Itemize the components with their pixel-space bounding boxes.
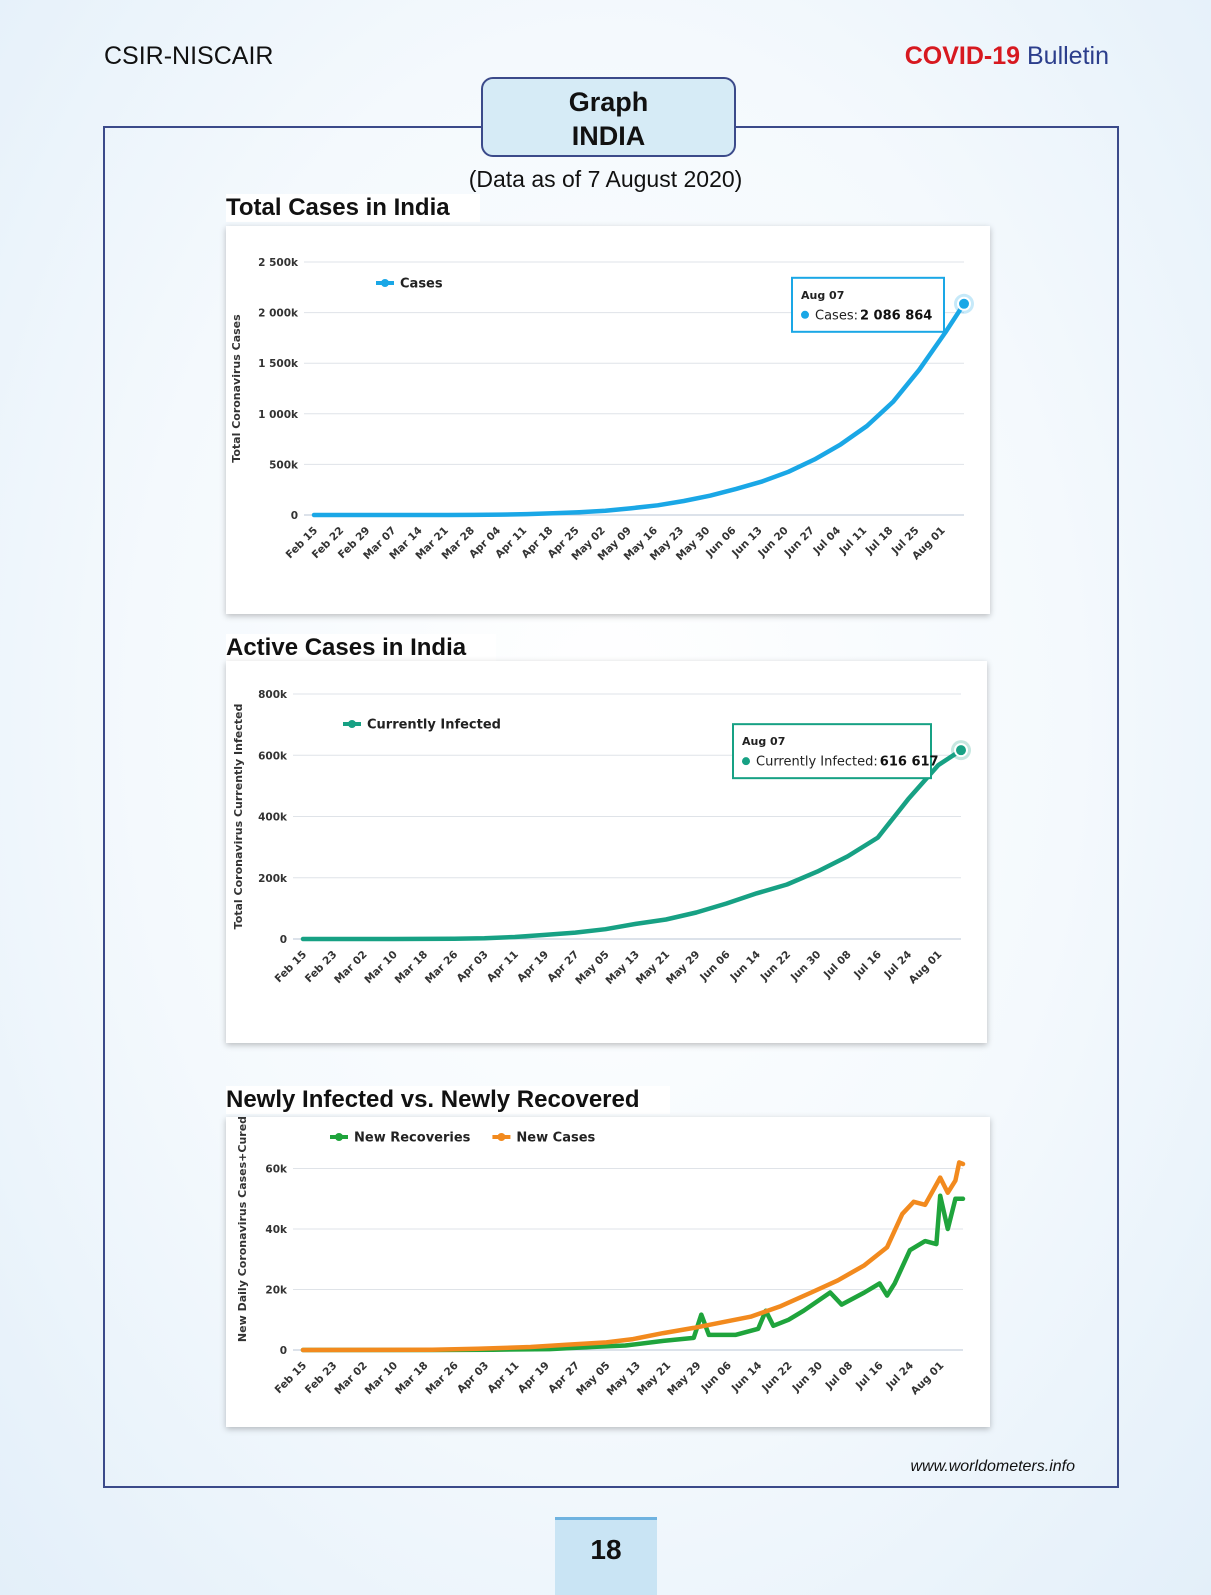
active-cases-chart-svg: 0 200k 400k 600k 800k Total Coronavirus Curre… xyxy=(232,689,971,987)
x-tick-label: Jun 14 xyxy=(729,1360,764,1395)
bulletin-word: Bulletin xyxy=(1027,42,1109,70)
legend-label: New Recoveries xyxy=(354,1131,471,1146)
x-tick-label: Apr 11 xyxy=(485,949,521,985)
legend-label: New Cases xyxy=(516,1131,595,1146)
y-tick-label: 500k xyxy=(269,459,299,471)
x-tick-label: Jul 08 xyxy=(821,949,854,982)
x-tick-label: Jun 22 xyxy=(758,949,793,984)
x-tick-label: May 29 xyxy=(665,1360,703,1398)
x-tick-label: Jun 22 xyxy=(759,1360,794,1395)
x-tick-label: Jun 30 xyxy=(788,949,823,984)
x-tick-label: Jul 16 xyxy=(853,1360,886,1393)
x-tick-label: Aug 01 xyxy=(907,949,945,987)
y-tick-label: 20k xyxy=(265,1285,288,1297)
page-title-line1: Graph xyxy=(568,87,649,117)
legend-marker xyxy=(381,279,389,287)
y-tick-label: 2 000k xyxy=(258,308,299,320)
page-number: 18 xyxy=(555,1517,657,1595)
legend-label: Cases xyxy=(400,277,443,292)
x-tick-label: Jul 08 xyxy=(823,1360,856,1393)
series-line-new-recoveries xyxy=(300,1193,966,1353)
series-line-currently-infected xyxy=(300,747,964,942)
active-cases-title: Active Cases in India xyxy=(226,634,497,662)
y-tick-label: 40k xyxy=(265,1224,288,1236)
y-axis-label: Total Coronavirus Currently Infected xyxy=(232,704,245,930)
y-tick-label: 1 000k xyxy=(258,409,299,421)
x-tick-label: Jul 16 xyxy=(851,949,884,982)
tooltip-date: Aug 07 xyxy=(742,735,785,748)
page-title-box: Graph INDIA xyxy=(481,77,736,157)
legend-label: Currently Infected xyxy=(367,718,501,733)
total-cases-title: Total Cases in India xyxy=(226,194,480,222)
total-cases-chart-svg: 0 500k 1 000k 1 500k 2 000k 2 500k Total Coron… xyxy=(230,257,974,563)
x-tick-label: Jun 14 xyxy=(727,949,762,984)
bulletin-label: COVID-19 Bulletin xyxy=(905,42,1109,71)
publisher-name: CSIR-NISCAIR xyxy=(104,42,274,70)
daily-new-chart: 020k40k60k80kNew Daily Coronavirus Cases… xyxy=(226,1117,990,1427)
tooltip-marker xyxy=(801,310,809,319)
page-title-line2: INDIA xyxy=(571,121,646,151)
y-tick-label: 1 500k xyxy=(258,358,299,370)
x-tick-label: Mar 26 xyxy=(423,949,460,986)
y-tick-label: 600k xyxy=(258,750,288,762)
x-tick-label: Apr 19 xyxy=(515,949,551,985)
y-axis-label: Total Coronavirus Cases xyxy=(230,314,243,463)
x-tick-label: Jul 11 xyxy=(837,525,870,558)
tooltip-box xyxy=(791,276,945,333)
y-tick-label: 0 xyxy=(280,1345,287,1357)
active-cases-chart: 0 200k 400k 600k 800k Total Coronavirus Curre… xyxy=(226,661,987,1043)
x-tick-label: Apr 03 xyxy=(455,949,491,985)
tooltip-value: 616 617 xyxy=(880,755,939,770)
x-tick-label: May 29 xyxy=(664,949,702,987)
tooltip-box xyxy=(732,723,932,780)
y-tick-label: 60k xyxy=(265,1164,288,1176)
x-tick-label: Aug 01 xyxy=(909,1360,947,1398)
series-line-new-cases xyxy=(300,1160,966,1353)
tooltip-value: 2 086 864 xyxy=(860,308,932,323)
tooltip-label: Cases: xyxy=(815,308,858,323)
tooltip-label: Currently Infected: xyxy=(756,755,878,770)
y-tick-label: 0 xyxy=(291,510,298,522)
covid-label: COVID-19 xyxy=(904,42,1021,70)
y-tick-label: 800k xyxy=(258,689,288,701)
x-tick-label: Feb 15 xyxy=(273,949,310,986)
tooltip-date: Aug 07 xyxy=(801,289,844,302)
daily-chart-title: Newly Infected vs. Newly Recovered xyxy=(226,1086,670,1114)
x-tick-label: Apr 11 xyxy=(485,1360,521,1396)
x-tick-label: Apr 03 xyxy=(455,1360,491,1396)
y-tick-label: 400k xyxy=(258,812,288,824)
series-line-cases xyxy=(311,301,967,518)
total-cases-chart: 0 500k 1 000k 1 500k 2 000k 2 500k Total Coron… xyxy=(226,226,990,614)
x-tick-label: Jun 30 xyxy=(790,1360,825,1395)
legend-marker xyxy=(335,1133,343,1141)
y-tick-label: 2 500k xyxy=(258,257,299,269)
x-tick-label: Jul 18 xyxy=(863,525,896,558)
legend-marker xyxy=(497,1133,506,1141)
y-tick-label: 200k xyxy=(258,873,288,885)
highlight-point xyxy=(954,743,968,758)
x-tick-label: Apr 19 xyxy=(516,1360,552,1396)
x-tick-label: Jun 06 xyxy=(697,949,732,984)
x-tick-label: Jun 06 xyxy=(699,1360,734,1395)
y-tick-label: 0 xyxy=(280,934,287,946)
daily-new-chart-svg: 020k40k60k80kNew Daily Coronavirus Cases… xyxy=(236,1117,966,1398)
x-tick-label: Jul 04 xyxy=(810,525,843,558)
x-tick-label: Mar 26 xyxy=(423,1360,460,1397)
tooltip-marker xyxy=(742,757,750,766)
y-axis-label: New Daily Coronavirus Cases+Cured xyxy=(236,1117,249,1342)
legend-marker xyxy=(348,720,356,728)
data-date-subtitle: (Data as of 7 August 2020) xyxy=(468,166,743,192)
source-credit: www.worldometers.info xyxy=(910,1458,1076,1475)
highlight-point xyxy=(957,296,971,311)
x-tick-label: Feb 15 xyxy=(273,1360,310,1397)
